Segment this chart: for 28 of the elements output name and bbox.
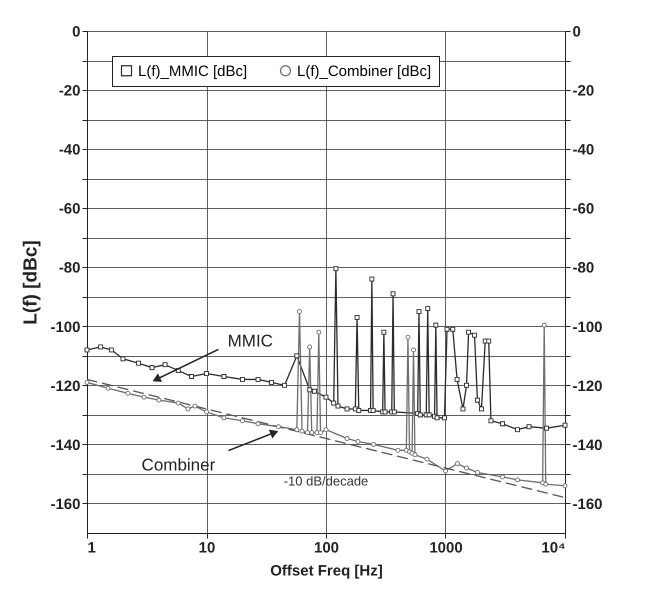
- y2-tick-label: -100: [572, 318, 603, 336]
- y2-tick-label: -40: [572, 142, 594, 159]
- y-tick-label: -160: [50, 496, 80, 513]
- y-tick-label: -40: [58, 142, 80, 159]
- x-axis-title: Offset Freq [Hz]: [270, 562, 383, 580]
- y2-tick-label: -20: [572, 82, 594, 100]
- x-tick-label: 1000: [429, 540, 463, 556]
- annotation: MMIC: [228, 331, 273, 350]
- y-axis-title: L(f) [dBc]: [20, 240, 42, 325]
- x-tick-label: 10⁴: [541, 540, 566, 556]
- y2-tick-label: -80: [572, 260, 594, 277]
- y-tick-label: -60: [58, 200, 80, 218]
- y2-tick-label: -60: [572, 200, 594, 218]
- y-tick-label: -100: [50, 318, 80, 336]
- legend-label: L(f)_MMIC [dBc]: [138, 62, 248, 80]
- y-tick-label: -120: [50, 378, 80, 395]
- x-tick-label: 10: [198, 540, 216, 556]
- y2-tick-label: -120: [572, 378, 603, 395]
- legend-label: L(f)_Combiner [dBc]: [297, 62, 432, 80]
- y2-tick-label: -140: [572, 436, 603, 454]
- y-tick-label: -20: [58, 82, 80, 100]
- x-tick-label: 1: [88, 540, 96, 556]
- x-tick-label: 100: [314, 540, 340, 556]
- y-tick-label: 0: [72, 24, 80, 40]
- y2-tick-label: -160: [572, 496, 603, 513]
- y-tick-label: -140: [50, 436, 80, 454]
- y2-tick-label: 0: [572, 24, 581, 40]
- y-tick-label: -80: [58, 260, 80, 277]
